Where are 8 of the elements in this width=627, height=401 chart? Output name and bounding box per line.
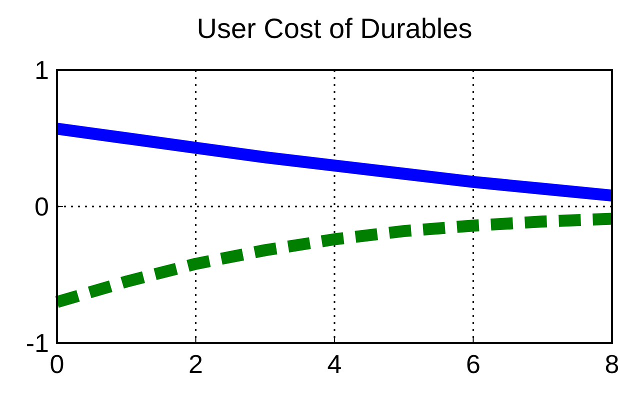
- x-tick-label: 4: [327, 349, 342, 379]
- chart-title: User Cost of Durables: [196, 13, 472, 44]
- x-tick-label: 2: [188, 349, 203, 379]
- x-tick-label: 8: [604, 349, 620, 379]
- y-tick-label: 1: [34, 55, 49, 86]
- x-tick-label: 6: [466, 349, 480, 379]
- y-tick-label: -1: [26, 328, 49, 358]
- y-tick-label: 0: [34, 192, 49, 222]
